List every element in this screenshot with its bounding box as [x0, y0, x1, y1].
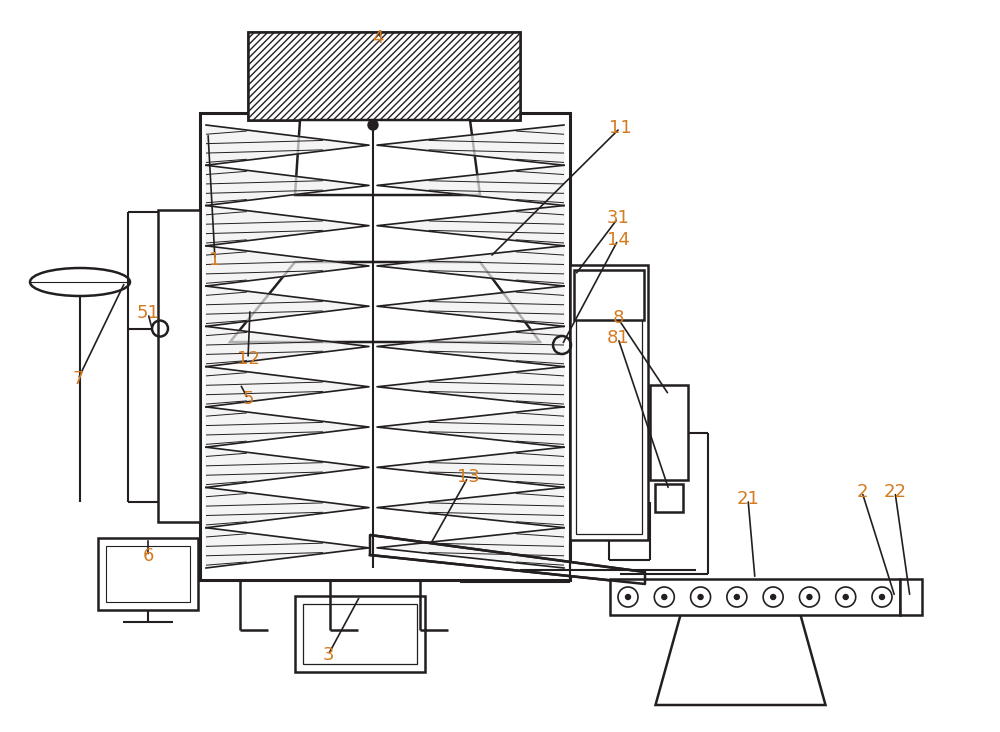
Bar — [655, 484, 683, 512]
Circle shape — [807, 594, 812, 600]
Polygon shape — [206, 407, 369, 447]
Polygon shape — [206, 488, 369, 528]
Polygon shape — [377, 528, 564, 568]
Polygon shape — [377, 447, 564, 488]
Bar — [106, 546, 190, 602]
Polygon shape — [206, 367, 369, 407]
Polygon shape — [230, 262, 540, 342]
Polygon shape — [295, 120, 480, 195]
Polygon shape — [206, 165, 369, 206]
Polygon shape — [206, 125, 369, 165]
Text: 22: 22 — [884, 483, 906, 501]
Bar — [900, 579, 922, 615]
Polygon shape — [377, 246, 564, 286]
Bar — [610, 579, 900, 615]
Polygon shape — [206, 528, 369, 568]
Polygon shape — [377, 488, 564, 528]
Bar — [158, 210, 200, 522]
Text: 2: 2 — [856, 483, 868, 501]
Circle shape — [734, 594, 739, 600]
Polygon shape — [206, 447, 369, 488]
Text: 5: 5 — [242, 390, 254, 408]
Text: 21: 21 — [737, 490, 759, 508]
Bar — [570, 265, 648, 540]
Bar — [574, 270, 644, 320]
Polygon shape — [377, 165, 564, 206]
Bar — [576, 271, 642, 534]
Text: 13: 13 — [457, 468, 479, 486]
Bar — [248, 32, 520, 120]
Polygon shape — [377, 407, 564, 447]
Polygon shape — [206, 206, 369, 246]
Polygon shape — [206, 286, 369, 326]
Circle shape — [662, 594, 667, 600]
Text: 51: 51 — [137, 305, 159, 322]
Bar — [200, 113, 570, 580]
Circle shape — [880, 594, 885, 600]
Text: 14: 14 — [607, 231, 629, 249]
Circle shape — [368, 120, 378, 130]
Polygon shape — [377, 125, 564, 165]
Bar — [303, 604, 417, 664]
Circle shape — [843, 594, 848, 600]
Text: 4: 4 — [372, 29, 384, 47]
Text: 11: 11 — [609, 119, 631, 137]
Polygon shape — [656, 615, 826, 705]
Bar — [98, 538, 198, 610]
Polygon shape — [206, 326, 369, 367]
Polygon shape — [370, 535, 645, 584]
Polygon shape — [206, 246, 369, 286]
Text: 1: 1 — [209, 251, 221, 269]
Circle shape — [771, 594, 776, 600]
Text: 31: 31 — [607, 209, 629, 227]
Polygon shape — [377, 286, 564, 326]
Polygon shape — [377, 326, 564, 367]
Bar — [248, 32, 520, 120]
Circle shape — [698, 594, 703, 600]
Text: 3: 3 — [322, 646, 334, 664]
Polygon shape — [377, 367, 564, 407]
Text: 12: 12 — [237, 350, 259, 367]
Bar — [650, 385, 688, 480]
Polygon shape — [377, 206, 564, 246]
Text: 81: 81 — [607, 329, 629, 347]
Bar — [295, 596, 425, 672]
Text: 6: 6 — [142, 548, 154, 565]
Text: 8: 8 — [612, 310, 624, 327]
Text: 7: 7 — [72, 370, 84, 388]
Circle shape — [626, 594, 631, 600]
